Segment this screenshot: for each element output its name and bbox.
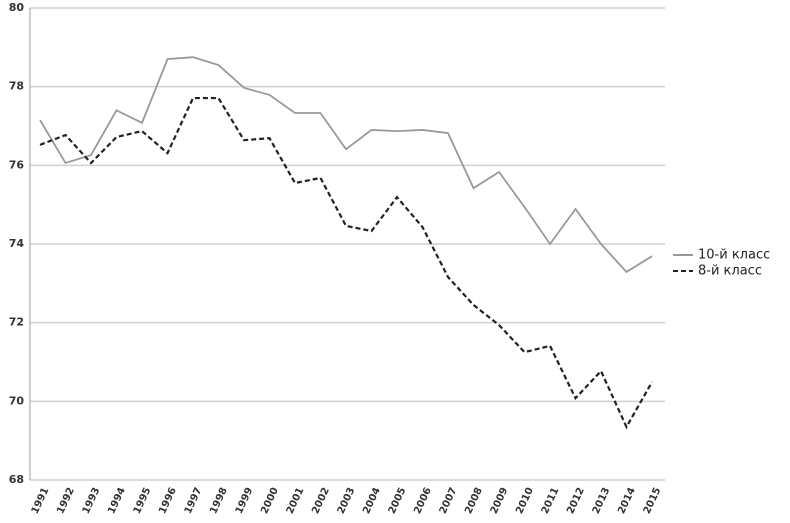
- series-line: [39, 96, 653, 430]
- x-tick-label: 1996: [157, 486, 179, 516]
- x-tick-label: 2009: [489, 486, 511, 516]
- x-tick-label: 1993: [81, 486, 103, 516]
- x-tick-label: 2012: [565, 486, 587, 516]
- x-tick-label: 1992: [55, 486, 77, 516]
- x-tick-label: 2000: [259, 486, 281, 516]
- y-tick-label: 74: [9, 237, 25, 250]
- x-tick-label: 2010: [514, 486, 536, 516]
- series-line: [39, 56, 653, 274]
- x-tick-label: 1998: [208, 486, 230, 516]
- y-tick-label: 68: [9, 473, 24, 486]
- legend-label: 8-й класс: [698, 264, 762, 279]
- x-tick-label: 2005: [387, 486, 409, 516]
- y-tick-label: 70: [9, 394, 25, 407]
- x-tick-label: 2007: [438, 486, 460, 516]
- legend-label: 10-й класс: [698, 248, 770, 263]
- x-tick-label: 1991: [30, 486, 52, 516]
- x-tick-label: 2002: [310, 486, 332, 516]
- x-tick-label: 1994: [106, 486, 128, 516]
- x-tick-label: 2004: [361, 486, 383, 516]
- x-tick-label: 1997: [183, 486, 205, 516]
- x-tick-label: 2014: [616, 486, 638, 516]
- x-tick-label: 2013: [591, 486, 613, 516]
- y-tick-label: 78: [9, 80, 24, 93]
- y-tick-label: 76: [9, 158, 25, 171]
- x-tick-label: 2011: [540, 486, 562, 516]
- x-tick-label: 1999: [234, 486, 256, 516]
- x-tick-label: 2001: [285, 486, 307, 516]
- x-tick-label: 2003: [336, 486, 358, 516]
- x-tick-label: 2015: [642, 486, 664, 516]
- y-tick-label: 80: [9, 1, 25, 14]
- x-tick-label: 2008: [463, 486, 485, 516]
- x-tick-label: 1995: [132, 486, 154, 516]
- y-tick-label: 72: [9, 316, 24, 329]
- x-tick-label: 2006: [412, 486, 434, 516]
